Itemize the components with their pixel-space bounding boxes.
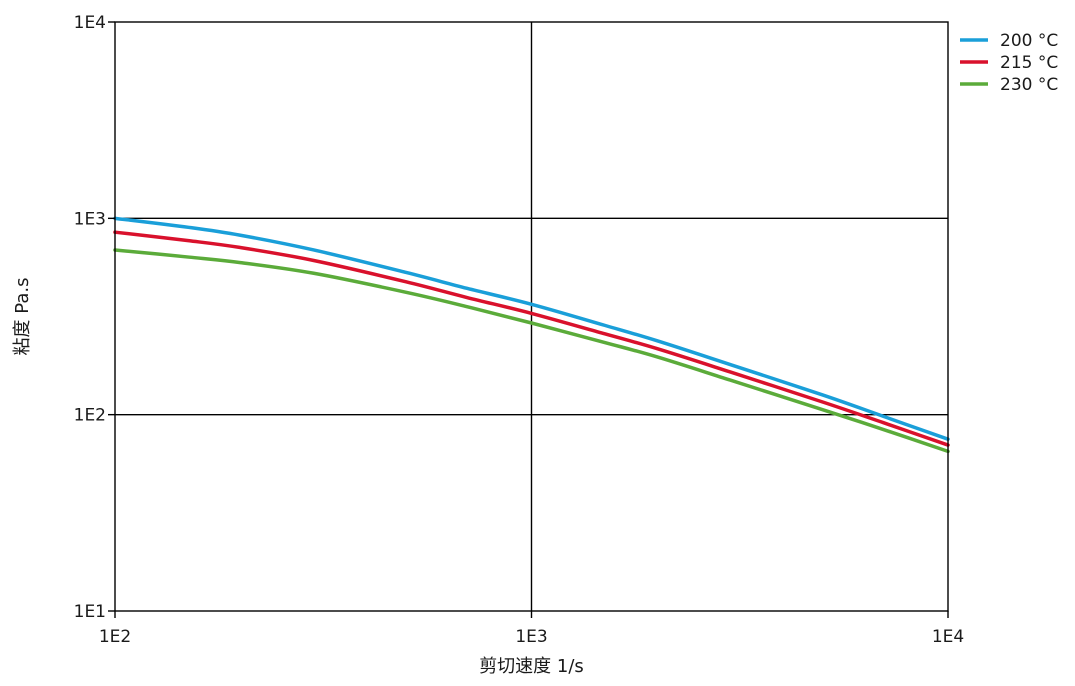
- x-tick-label: 1E3: [515, 627, 547, 647]
- y-tick-label: 1E2: [74, 406, 106, 426]
- series-line-3: [113, 248, 950, 454]
- series-line-2: [113, 230, 950, 447]
- legend-label: 215 °C: [1000, 53, 1058, 73]
- y-axis-title: 粘度 Pa.s: [12, 278, 33, 356]
- x-axis-title: 剪切速度 1/s: [479, 656, 584, 677]
- y-tick-label: 1E3: [74, 209, 106, 229]
- legend-label: 200 °C: [1000, 31, 1058, 51]
- y-tick-label: 1E4: [74, 13, 106, 33]
- y-tick-label: 1E1: [74, 602, 106, 622]
- x-tick-label: 1E4: [932, 627, 964, 647]
- axis-layer: 1E2 1E3 1E4 1E1 1E2 1E3 1E4: [74, 13, 965, 647]
- x-tick-label: 1E2: [99, 627, 131, 647]
- series-line-1: [113, 216, 950, 441]
- legend-label: 230 °C: [1000, 75, 1058, 95]
- grid-layer: [115, 22, 948, 611]
- series-layer: [113, 216, 950, 454]
